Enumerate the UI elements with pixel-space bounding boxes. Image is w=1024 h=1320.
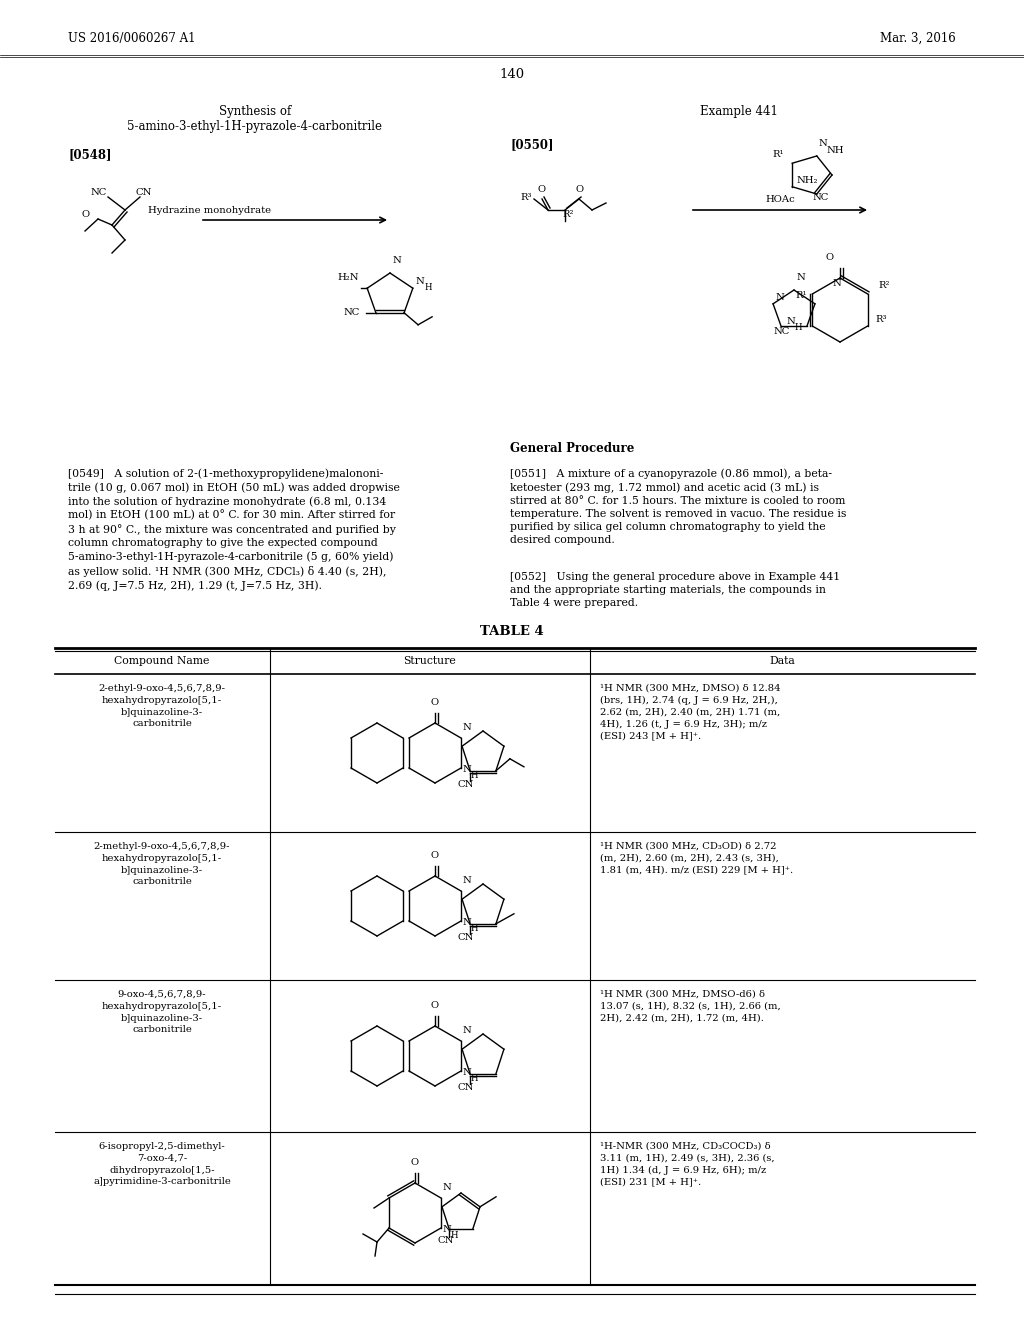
- Text: US 2016/0060267 A1: US 2016/0060267 A1: [68, 32, 196, 45]
- Text: ¹H NMR (300 MHz, CD₃OD) δ 2.72
(m, 2H), 2.60 (m, 2H), 2.43 (s, 3H),
1.81 (m, 4H): ¹H NMR (300 MHz, CD₃OD) δ 2.72 (m, 2H), …: [600, 842, 794, 875]
- Text: R³: R³: [874, 315, 887, 323]
- Text: [0549]   A solution of 2-(1-methoxypropylidene)malononi-
trile (10 g, 0.067 mol): [0549] A solution of 2-(1-methoxypropyli…: [68, 469, 400, 591]
- Text: R²: R²: [878, 281, 890, 290]
- Text: N: N: [392, 256, 400, 265]
- Text: 5-amino-3-ethyl-1H-pyrazole-4-carbonitrile: 5-amino-3-ethyl-1H-pyrazole-4-carbonitri…: [128, 120, 383, 133]
- Text: N: N: [819, 139, 827, 148]
- Text: N: N: [463, 1068, 472, 1077]
- Text: Compound Name: Compound Name: [115, 656, 210, 667]
- Text: R³: R³: [520, 193, 531, 202]
- Text: Example 441: Example 441: [700, 106, 778, 117]
- Text: N: N: [443, 1183, 452, 1192]
- Text: N: N: [416, 277, 425, 286]
- Text: NC: NC: [90, 187, 106, 197]
- Text: O: O: [431, 851, 439, 861]
- Text: H: H: [471, 924, 478, 933]
- Text: N: N: [463, 876, 472, 884]
- Text: H: H: [425, 284, 432, 292]
- Text: 6-isopropyl-2,5-dimethyl-
7-oxo-4,7-
dihydropyrazolo[1,5-
a]pyrimidine-3-carboni: 6-isopropyl-2,5-dimethyl- 7-oxo-4,7- dih…: [93, 1142, 231, 1187]
- Text: CN: CN: [458, 1082, 474, 1092]
- Text: R²: R²: [562, 210, 573, 219]
- Text: Synthesis of: Synthesis of: [219, 106, 291, 117]
- Text: 2-methyl-9-oxo-4,5,6,7,8,9-
hexahydropyrazolo[5,1-
b]quinazoline-3-
carbonitrile: 2-methyl-9-oxo-4,5,6,7,8,9- hexahydropyr…: [94, 842, 230, 887]
- Text: ¹H-NMR (300 MHz, CD₃COCD₃) δ
3.11 (m, 1H), 2.49 (s, 3H), 2.36 (s,
1H) 1.34 (d, J: ¹H-NMR (300 MHz, CD₃COCD₃) δ 3.11 (m, 1H…: [600, 1142, 774, 1187]
- Text: ¹H NMR (300 MHz, DMSO) δ 12.84
(brs, 1H), 2.74 (q, J = 6.9 Hz, 2H,),
2.62 (m, 2H: ¹H NMR (300 MHz, DMSO) δ 12.84 (brs, 1H)…: [600, 684, 780, 741]
- Text: O: O: [431, 1001, 439, 1010]
- Text: O: O: [825, 253, 834, 261]
- Text: TABLE 4: TABLE 4: [480, 624, 544, 638]
- Text: NC: NC: [773, 327, 790, 337]
- Text: [0548]: [0548]: [68, 148, 112, 161]
- Text: 9-oxo-4,5,6,7,8,9-
hexahydropyrazolo[5,1-
b]quinazoline-3-
carbonitrile: 9-oxo-4,5,6,7,8,9- hexahydropyrazolo[5,1…: [102, 990, 222, 1035]
- Text: O: O: [431, 698, 439, 708]
- Text: O: O: [575, 185, 584, 194]
- Text: CN: CN: [135, 187, 152, 197]
- Text: O: O: [537, 185, 545, 194]
- Text: H: H: [795, 323, 803, 333]
- Text: Structure: Structure: [403, 656, 457, 667]
- Text: N: N: [786, 317, 796, 326]
- Text: NH₂: NH₂: [797, 176, 818, 185]
- Text: H₂N: H₂N: [337, 273, 358, 282]
- Text: N: N: [463, 1026, 472, 1035]
- Text: CN: CN: [458, 933, 474, 941]
- Text: N: N: [463, 917, 472, 927]
- Text: [0550]: [0550]: [510, 139, 554, 150]
- Text: NC: NC: [344, 308, 360, 317]
- Text: General Procedure: General Procedure: [510, 442, 635, 455]
- Text: CN: CN: [458, 780, 474, 789]
- Text: R¹: R¹: [795, 290, 807, 300]
- Text: HOAc: HOAc: [765, 195, 795, 205]
- Text: 140: 140: [500, 69, 524, 81]
- Text: O: O: [82, 210, 90, 219]
- Text: R¹: R¹: [772, 150, 783, 160]
- Text: Mar. 3, 2016: Mar. 3, 2016: [881, 32, 956, 45]
- Text: O: O: [411, 1158, 419, 1167]
- Text: H: H: [471, 771, 478, 780]
- Text: N: N: [443, 1225, 452, 1234]
- Text: N: N: [796, 273, 805, 282]
- Text: N: N: [775, 293, 783, 302]
- Text: [0551]   A mixture of a cyanopyrazole (0.86 mmol), a beta-
ketoester (293 mg, 1.: [0551] A mixture of a cyanopyrazole (0.8…: [510, 469, 847, 545]
- Text: N: N: [831, 279, 841, 288]
- Text: H: H: [471, 1074, 478, 1082]
- Text: [0552]   Using the general procedure above in Example 441
and the appropriate st: [0552] Using the general procedure above…: [510, 572, 841, 609]
- Text: Hydrazine monohydrate: Hydrazine monohydrate: [148, 206, 271, 215]
- Text: Data: Data: [769, 656, 795, 667]
- Text: CN: CN: [437, 1237, 454, 1245]
- Text: ¹H NMR (300 MHz, DMSO-d6) δ
13.07 (s, 1H), 8.32 (s, 1H), 2.66 (m,
2H), 2.42 (m, : ¹H NMR (300 MHz, DMSO-d6) δ 13.07 (s, 1H…: [600, 990, 780, 1023]
- Text: N: N: [463, 723, 472, 733]
- Text: NH: NH: [826, 147, 845, 154]
- Text: N: N: [463, 766, 472, 774]
- Text: NC: NC: [813, 193, 829, 202]
- Text: H: H: [451, 1232, 459, 1239]
- Text: 2-ethyl-9-oxo-4,5,6,7,8,9-
hexahydropyrazolo[5,1-
b]quinazoline-3-
carbonitrile: 2-ethyl-9-oxo-4,5,6,7,8,9- hexahydropyra…: [98, 684, 225, 729]
